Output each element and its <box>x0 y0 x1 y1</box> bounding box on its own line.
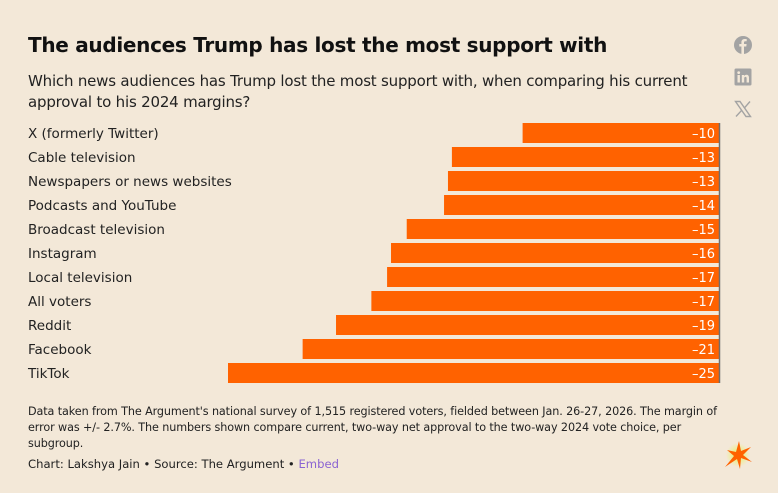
share-x-button[interactable] <box>733 99 753 119</box>
credit-line: Chart: Lakshya Jain • Source: The Argume… <box>28 457 339 471</box>
value-label: –21 <box>692 343 715 358</box>
bar <box>336 315 719 335</box>
chart-title: The audiences Trump has lost the most su… <box>28 33 608 57</box>
bar <box>444 195 719 215</box>
value-label: –13 <box>692 175 715 190</box>
bar <box>451 147 719 167</box>
bar <box>391 243 719 263</box>
brand-logo-icon <box>725 441 752 469</box>
embed-link[interactable]: Embed <box>298 457 339 471</box>
category-label: TikTok <box>27 366 70 382</box>
bar <box>406 219 719 239</box>
category-label: Instagram <box>28 246 97 262</box>
value-label: –25 <box>692 367 715 382</box>
share-facebook-button[interactable] <box>733 35 753 55</box>
value-label: –17 <box>692 295 715 310</box>
credit-text: Chart: Lakshya Jain • Source: The Argume… <box>28 457 299 471</box>
x-icon <box>734 100 752 118</box>
bar <box>387 267 719 287</box>
bar-chart: X (formerly Twitter) –10 Cable television –… <box>27 123 721 383</box>
facebook-icon <box>734 36 752 54</box>
category-label: Newspapers or news websites <box>28 174 232 190</box>
category-label: Podcasts and YouTube <box>28 198 176 214</box>
value-label: –14 <box>692 199 715 214</box>
category-label: Reddit <box>28 318 71 334</box>
methodology-note: Data taken from The Argument's national … <box>28 405 717 450</box>
value-label: –13 <box>692 151 715 166</box>
category-label: Facebook <box>28 342 92 358</box>
bar <box>522 123 719 143</box>
category-label: All voters <box>28 294 91 310</box>
value-label: –15 <box>692 223 715 238</box>
bar <box>447 171 719 191</box>
category-label: Cable television <box>28 150 136 166</box>
category-label: Local television <box>28 270 132 286</box>
value-label: –16 <box>692 247 715 262</box>
bar <box>371 291 719 311</box>
linkedin-icon <box>734 68 752 86</box>
category-label: Broadcast television <box>28 222 165 238</box>
value-label: –10 <box>692 127 715 142</box>
share-linkedin-button[interactable] <box>733 67 753 87</box>
bar <box>302 339 719 359</box>
value-label: –17 <box>692 271 715 286</box>
chart-subtitle: Which news audiences has Trump lost the … <box>28 72 688 111</box>
category-label: X (formerly Twitter) <box>28 126 159 142</box>
value-label: –19 <box>692 319 715 334</box>
bar <box>228 363 719 383</box>
